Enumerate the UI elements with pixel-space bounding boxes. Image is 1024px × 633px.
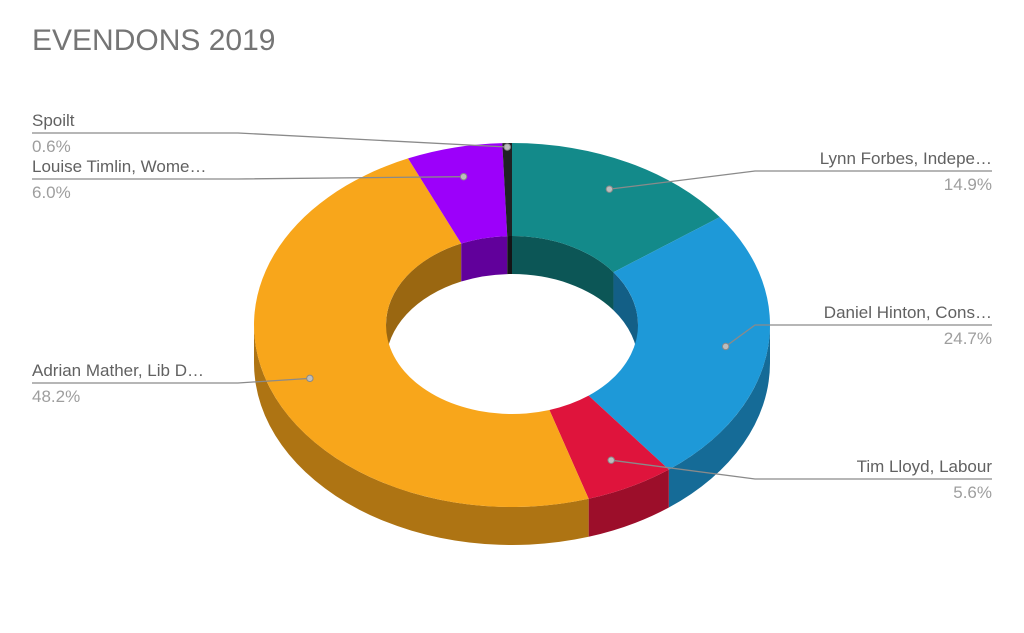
inner-wall-louise-timlin-wome-1: [461, 236, 508, 282]
leader-line: [609, 170, 992, 190]
label-tim-lloyd-labour: Tim Lloyd, Labour 5.6%: [607, 456, 993, 502]
side-tim-lloyd-labour: [588, 469, 669, 537]
slice-louise-timlin-wome: [408, 143, 508, 244]
slice-label: Daniel Hinton, Cons…: [824, 303, 992, 322]
leader-dot: [721, 342, 730, 351]
side-daniel-hinton-cons: [668, 325, 770, 508]
label-adrian-mather-lib-d: Adrian Mather, Lib D… 48.2%: [32, 361, 314, 406]
donut-inner-walls: [386, 236, 638, 363]
slice-percent: 24.7%: [944, 329, 992, 348]
side-adrian-mather-lib-d: [254, 325, 589, 545]
leader-line: [32, 132, 508, 148]
slice-daniel-hinton-cons: [588, 217, 770, 470]
donut-sides: [254, 325, 770, 545]
leader-line: [611, 459, 992, 480]
leader-dot: [605, 185, 614, 193]
label-daniel-hinton-cons: Daniel Hinton, Cons… 24.7%: [721, 303, 992, 351]
label-spoilt: Spoilt 0.6%: [32, 111, 511, 156]
slice-adrian-mather-lib-d: [254, 158, 589, 508]
slice-spoilt: [502, 143, 512, 237]
inner-wall-daniel-hinton-cons-0: [613, 272, 638, 363]
leader-dot: [306, 374, 314, 383]
leader-dot: [607, 456, 615, 464]
leader-line: [32, 176, 464, 180]
slice-percent: 14.9%: [944, 175, 992, 194]
slice-percent: 48.2%: [32, 387, 80, 406]
slice-label: Lynn Forbes, Indepe…: [820, 149, 992, 168]
leader-dot: [503, 143, 511, 151]
slice-label: Spoilt: [32, 111, 75, 130]
slice-label: Louise Timlin, Wome…: [32, 157, 206, 176]
slice-percent: 6.0%: [32, 183, 71, 202]
slice-percent: 0.6%: [32, 137, 71, 156]
chart-title: EVENDONS 2019: [32, 24, 276, 57]
slice-percent: 5.6%: [953, 483, 992, 502]
leader-line: [725, 324, 992, 347]
label-lynn-forbes-indepe: Lynn Forbes, Indepe… 14.9%: [605, 149, 992, 194]
inner-wall-lynn-forbes-indepe-0: [512, 236, 614, 311]
inner-wall-adrian-mather-lib-d-1: [386, 243, 462, 363]
inner-wall-spoilt-1: [507, 236, 512, 275]
slice-label: Adrian Mather, Lib D…: [32, 361, 204, 380]
leader-dot: [459, 172, 468, 181]
slice-lynn-forbes-indepe: [512, 143, 720, 273]
donut-labels: Lynn Forbes, Indepe… 14.9% Daniel Hinton, …: [32, 111, 992, 502]
donut-tops: [254, 143, 770, 508]
label-louise-timlin-wome: Louise Timlin, Wome… 6.0%: [32, 157, 468, 202]
slice-tim-lloyd-labour: [549, 395, 669, 499]
slice-label: Tim Lloyd, Labour: [857, 457, 993, 476]
leader-line: [32, 377, 310, 384]
